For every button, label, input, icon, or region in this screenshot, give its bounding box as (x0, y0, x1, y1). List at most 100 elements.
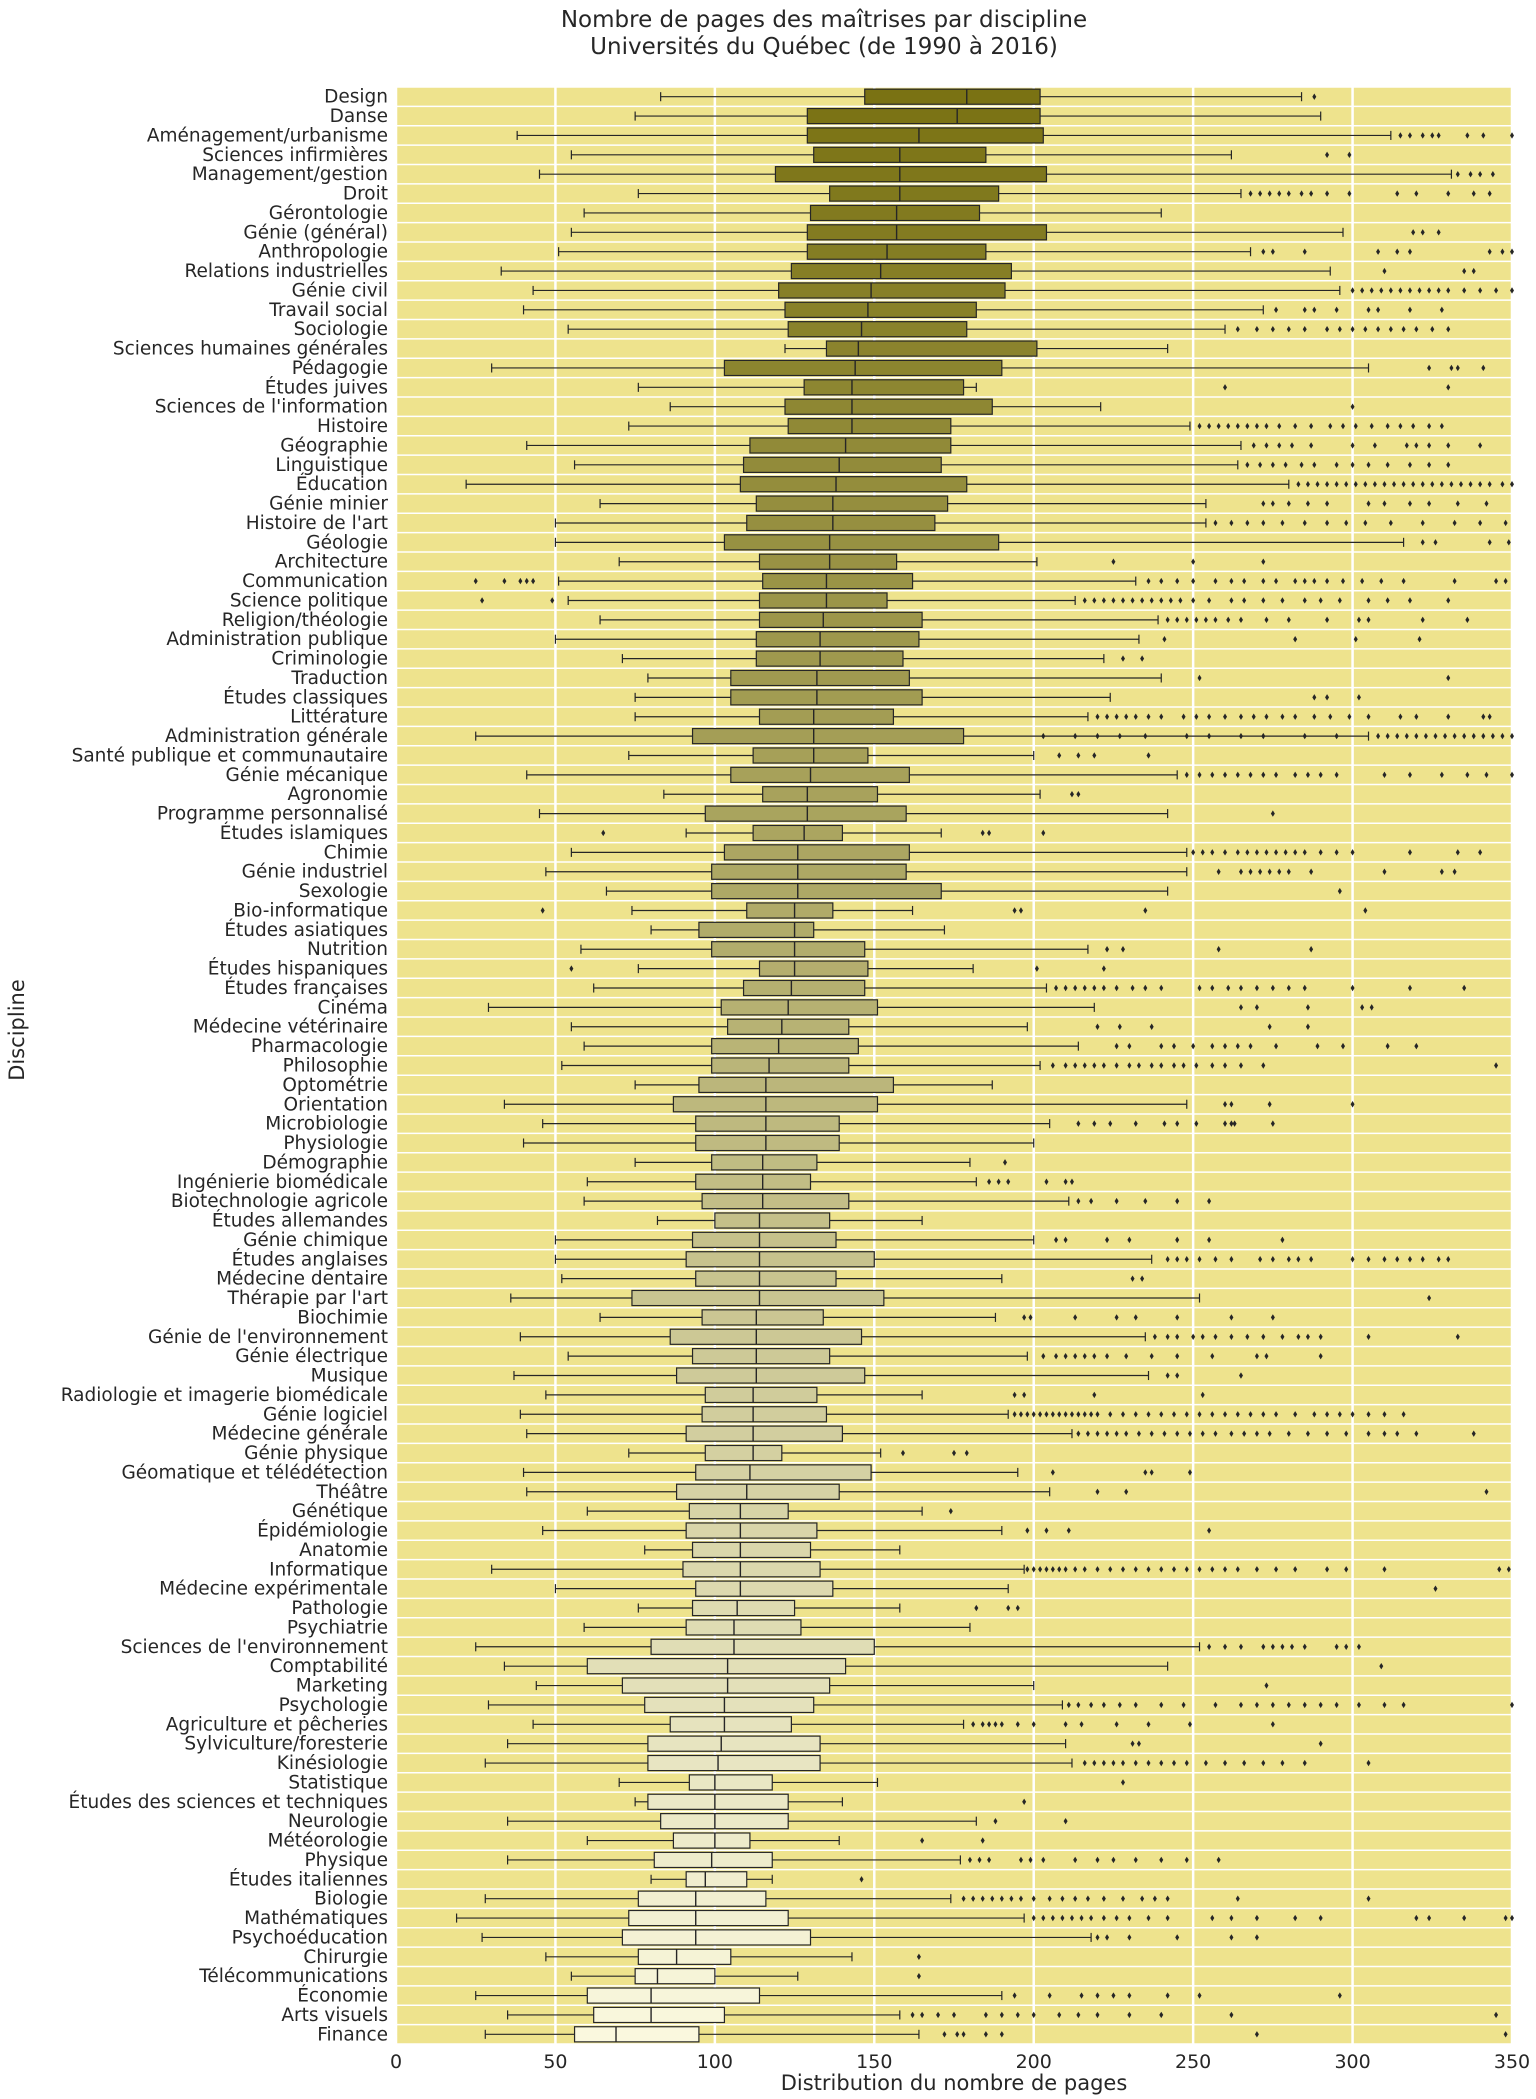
outlier-point (1334, 306, 1339, 314)
outlier-point (1223, 1643, 1228, 1650)
outlier-point (1309, 422, 1314, 430)
box-iqr (711, 1037, 859, 1055)
box-iqr (701, 1309, 824, 1326)
outlier-point (1025, 1411, 1030, 1418)
outlier-point (1229, 2011, 1234, 2019)
outlier-point (1041, 1914, 1046, 1922)
outlier-point (1101, 1701, 1106, 1709)
outlier-point (1133, 713, 1138, 720)
outlier-point (1478, 287, 1483, 294)
box-iqr (806, 224, 1048, 241)
box-iqr (755, 495, 949, 512)
y-tick-label: Chimie (324, 842, 388, 863)
outlier-point (1465, 132, 1470, 139)
outlier-point (1165, 1372, 1170, 1379)
outlier-point (1120, 1411, 1125, 1418)
y-tick-label: Théâtre (315, 1482, 388, 1503)
outlier-point (1280, 713, 1285, 720)
box-34 (628, 747, 1151, 764)
outlier-point (1500, 481, 1505, 488)
outlier-point (1481, 132, 1486, 139)
outlier-point (1369, 1004, 1374, 1011)
box-4 (538, 166, 1495, 183)
outlier-point (1382, 1566, 1387, 1573)
outlier-point (1366, 461, 1371, 469)
outlier-point (1423, 732, 1428, 740)
outlier-point (1047, 1992, 1052, 1999)
outlier-point (1427, 461, 1432, 469)
outlier-point (1130, 597, 1135, 604)
outlier-point (920, 1837, 925, 1844)
outlier-point (1076, 791, 1081, 798)
outlier-point (1159, 2011, 1164, 2019)
box-iqr (647, 1754, 821, 1772)
y-tick-label: Sciences infirmières (202, 145, 388, 166)
outlier-point (1366, 306, 1371, 314)
outlier-point (1146, 1721, 1151, 1728)
outlier-point (971, 1895, 976, 1902)
box-9 (500, 262, 1476, 280)
y-tick-label: Santé publique et communautaire (72, 745, 388, 766)
outlier-point (1325, 190, 1330, 197)
outlier-point (1356, 616, 1361, 624)
outlier-point (1057, 752, 1062, 759)
outlier-point (1034, 965, 1039, 972)
outlier-point (1261, 1333, 1266, 1340)
outlier-point (1506, 1566, 1511, 1573)
outlier-point (1207, 1527, 1212, 1534)
outlier-point (1433, 1585, 1438, 1592)
outlier-point (1165, 1992, 1170, 1999)
outlier-point (1481, 364, 1486, 372)
box-51 (634, 1076, 993, 1094)
outlier-point (1082, 1566, 1087, 1573)
outlier-point (1203, 616, 1208, 624)
outlier-point (1360, 287, 1365, 294)
outlier-point (1085, 1895, 1090, 1902)
y-tick-label: Sciences de l'information (155, 397, 388, 418)
outlier-point (1484, 1488, 1489, 1495)
y-tick-label: Pédagogie (292, 358, 388, 379)
outlier-point (1382, 481, 1387, 488)
outlier-point (1264, 442, 1269, 449)
outlier-point (1341, 577, 1346, 585)
box-iqr (691, 1231, 837, 1249)
outlier-point (1261, 558, 1266, 565)
outlier-point (1446, 597, 1451, 604)
outlier-point (1130, 984, 1135, 992)
box-iqr (730, 766, 910, 784)
outlier-point (1089, 1197, 1094, 1205)
box-iqr (711, 863, 907, 880)
outlier-point (524, 577, 529, 585)
box-iqr (752, 824, 843, 842)
outlier-point (1159, 1701, 1164, 1709)
outlier-point (1344, 519, 1349, 527)
outlier-point (1130, 1740, 1135, 1747)
y-tick-label: Sciences humaines générales (113, 339, 388, 360)
box-iqr (672, 1096, 879, 1113)
box-48 (570, 1018, 1310, 1035)
box-100 (484, 2026, 1508, 2043)
box-3 (570, 146, 1352, 163)
box-iqr (586, 1987, 761, 2004)
outlier-point (1143, 732, 1148, 740)
y-tick-label: Génie électrique (235, 1346, 388, 1367)
outlier-point (1407, 984, 1412, 992)
outlier-point (1353, 481, 1358, 488)
outlier-point (1223, 771, 1228, 779)
outlier-point (1366, 1430, 1371, 1437)
outlier-point (1114, 1430, 1119, 1437)
outlier-point (1159, 984, 1164, 992)
y-axis-label: Discipline (5, 979, 29, 1081)
outlier-point (1223, 1101, 1228, 1108)
outlier-point (980, 1837, 985, 1844)
box-99 (507, 2006, 1499, 2024)
outlier-point (1229, 1934, 1234, 1941)
y-tick-label: Études allemandes (212, 1210, 388, 1232)
box-iqr (691, 1599, 796, 1617)
outlier-point (1245, 461, 1250, 469)
box-iqr (688, 1774, 773, 1791)
y-tick-label: Nutrition (307, 939, 388, 960)
box-iqr (691, 1347, 831, 1365)
outlier-point (1293, 1566, 1298, 1573)
outlier-point (983, 2031, 988, 2038)
